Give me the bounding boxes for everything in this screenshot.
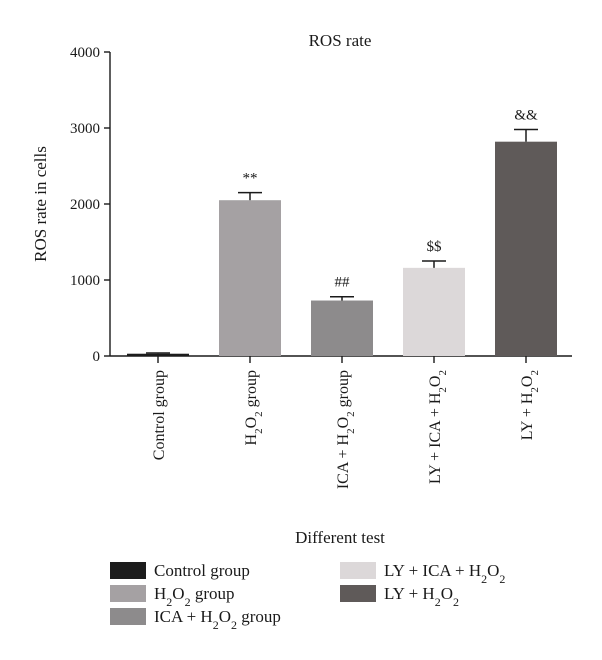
- x-axis-label: Different test: [295, 528, 385, 547]
- plot-area: 0 1000 2000 3000 4000 Control group ** H2O2 gro…: [70, 45, 572, 489]
- bar: [311, 300, 373, 356]
- legend-entry: LY + ICA + H2O2: [384, 561, 505, 586]
- significance-label: ##: [335, 275, 351, 291]
- x-tick-label: LY + ICA + H2O2: [427, 370, 449, 484]
- x-tick-label: Control group: [151, 370, 168, 460]
- x-tick-label: LY + H2O2: [519, 370, 541, 440]
- bar: [495, 141, 557, 356]
- legend-swatch: [110, 608, 146, 625]
- legend-entry: LY + H2O2: [384, 584, 459, 609]
- y-tick-label: 2000: [70, 197, 100, 213]
- bar: [403, 267, 465, 356]
- legend-swatch: [110, 562, 146, 579]
- x-tick-label: ICA + H2O2 group: [335, 370, 357, 489]
- significance-label: &&: [514, 108, 538, 124]
- y-tick-label: 0: [93, 349, 101, 365]
- significance-label: $$: [427, 239, 443, 255]
- x-tick-label: H2O2 group: [243, 370, 265, 445]
- legend-swatch: [340, 562, 376, 579]
- y-tick-label: 4000: [70, 45, 100, 61]
- y-tick-label: 1000: [70, 273, 100, 289]
- legend-swatch: [110, 585, 146, 602]
- legend-swatch: [340, 585, 376, 602]
- significance-label: **: [243, 171, 258, 187]
- legend-entry: Control group: [154, 561, 250, 580]
- y-tick-label: 3000: [70, 121, 100, 137]
- legend-entry: H2O2 group: [154, 584, 234, 609]
- bar: [127, 353, 189, 356]
- bar: [219, 200, 281, 356]
- y-axis-label: ROS rate in cells: [31, 146, 50, 262]
- legend-entry: ICA + H2O2 group: [154, 607, 281, 632]
- chart-title: ROS rate: [309, 31, 372, 50]
